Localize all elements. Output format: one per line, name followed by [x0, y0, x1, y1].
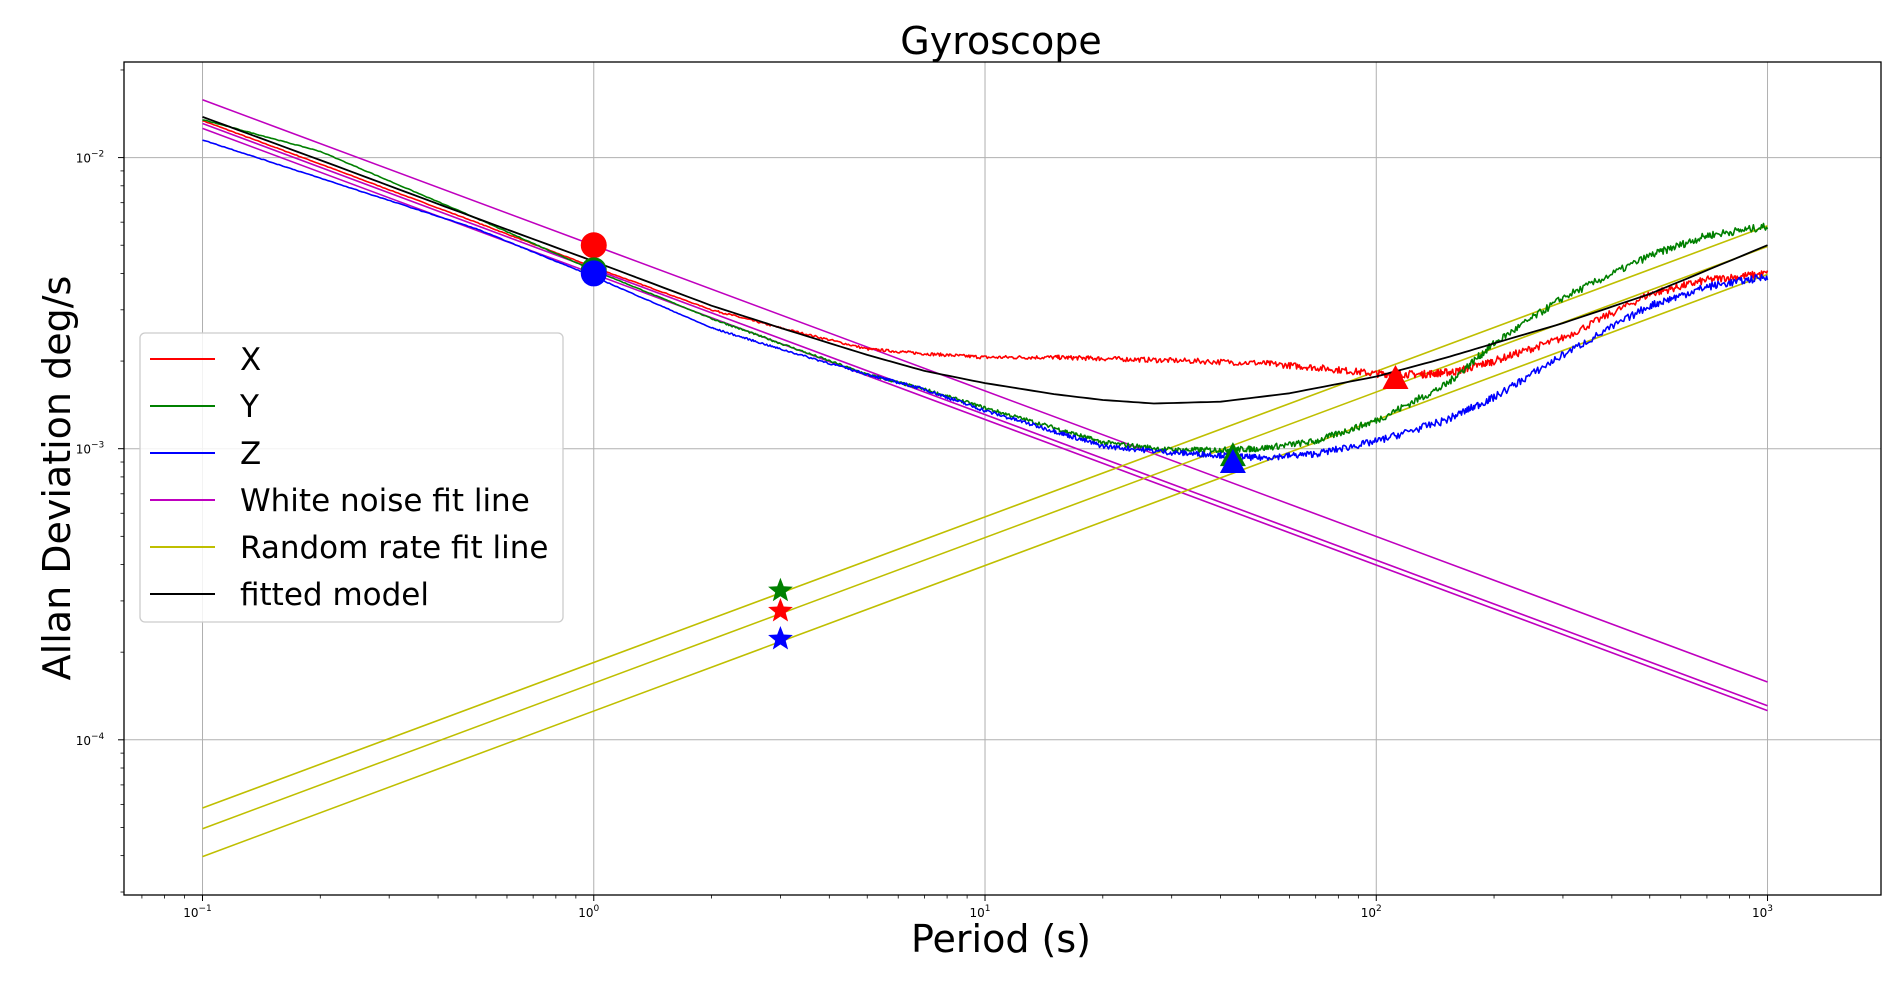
legend-label: fitted model — [240, 577, 429, 613]
series-fitted-model — [202, 116, 1768, 405]
legend-label: Random rate fit line — [240, 530, 549, 566]
x-axis-ticks: 10−1 100 101 102 103 — [141, 895, 1773, 920]
x-axis-label: Period (s) — [911, 917, 1091, 961]
x-tick-label: 103 — [1752, 904, 1773, 920]
marker-star-z — [768, 626, 793, 650]
x-tick-label: 102 — [1361, 904, 1382, 920]
legend-label: X — [240, 342, 261, 378]
y-tick-label: 10−3 — [76, 441, 105, 457]
marker-circle-x — [580, 232, 607, 259]
marker-circle-z — [580, 260, 607, 287]
marker-star-y — [768, 577, 793, 602]
series-random-rate-fit-line-1 — [202, 225, 1768, 809]
grid-lines — [124, 62, 1881, 895]
series-y — [202, 119, 1769, 454]
y-axis-ticks: 10−2 10−3 10−4 — [76, 69, 124, 893]
y-tick-label: 10−4 — [76, 732, 105, 748]
legend-box — [139, 332, 564, 623]
series-layer — [202, 99, 1769, 858]
x-tick-label: 101 — [970, 904, 991, 920]
marker-triangle-z — [1219, 449, 1246, 474]
x-tick-label: 100 — [578, 904, 599, 920]
legend-label: Z — [240, 436, 261, 472]
marker-triangle-x — [1382, 364, 1409, 389]
plot-frame — [123, 61, 1882, 896]
series-random-rate-fit-line-3 — [202, 273, 1768, 858]
series-white-noise-fit-line-2 — [202, 122, 1768, 707]
x-tick-label: 10−1 — [183, 904, 212, 920]
legend-label: White noise fit line — [240, 483, 530, 519]
marker-layer — [580, 232, 1409, 650]
y-axis-label: Allan Deviation deg/s — [35, 276, 79, 681]
legend: XYZ White noise fit line Random rate fit l… — [139, 332, 564, 623]
series-random-rate-fit-line-2 — [202, 245, 1768, 830]
series-x — [202, 120, 1769, 379]
y-tick-label: 10−2 — [76, 150, 105, 166]
series-white-noise-fit-line-3 — [202, 127, 1768, 712]
series-white-noise-fit-line-1 — [202, 99, 1768, 683]
legend-label: Y — [239, 389, 259, 425]
series-z — [202, 139, 1769, 462]
marker-star-x — [768, 598, 793, 622]
chart-title: Gyroscope — [900, 19, 1101, 63]
